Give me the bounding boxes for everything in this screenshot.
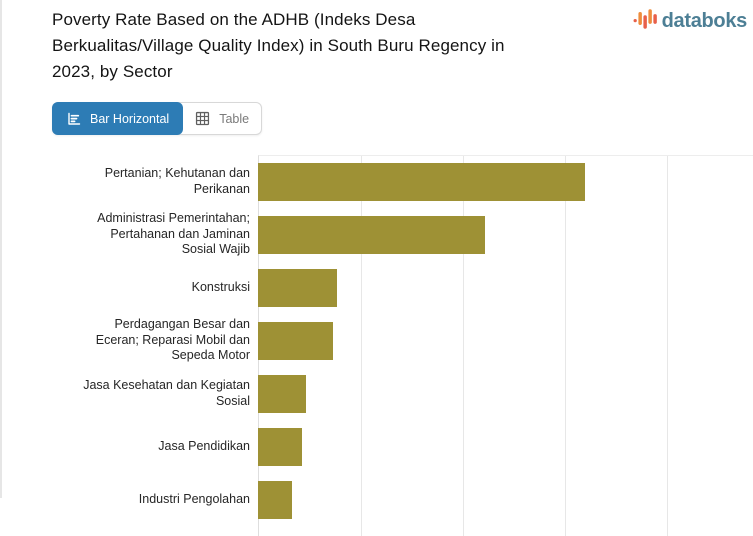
bar-2[interactable] (258, 268, 338, 307)
bar-track (258, 268, 753, 307)
gridline (667, 156, 668, 536)
chart-row: Jasa Kesehatan dan Kegiatan Sosial (0, 367, 753, 420)
bar-track (258, 321, 753, 360)
category-label: Administrasi Pemerintahan; Pertahanan da… (97, 211, 250, 257)
bar-4[interactable] (258, 374, 306, 413)
tab-label: Bar Horizontal (90, 111, 170, 126)
chart-row: Administrasi Pemerintahan; Pertahanan da… (0, 208, 753, 261)
category-label: Pertanian; Kehutanan dan Perikanan (104, 166, 250, 196)
tab-table[interactable]: Table (182, 103, 261, 134)
databoks-logo-icon (633, 7, 659, 36)
category-label: Jasa Kesehatan dan Kegiatan Sosial (83, 378, 250, 408)
tab-bar-horizontal[interactable]: Bar Horizontal (52, 102, 184, 135)
bar-track (258, 427, 753, 466)
tab-label: Table (219, 111, 250, 126)
chart-row: Perdagangan Besar dan Eceran; Reparasi M… (0, 314, 753, 367)
chart-row: Industri Pengolahan (0, 473, 753, 526)
card-left-border (0, 0, 2, 498)
category-label: Industri Pengolahan (138, 491, 250, 506)
chart-rows: Pertanian; Kehutanan dan Perikanan Admini… (0, 155, 753, 526)
bar-1[interactable] (258, 215, 486, 254)
chart-row: Konstruksi (0, 261, 753, 314)
bar-0[interactable] (258, 162, 586, 201)
view-switcher: Bar Horizontal Table (52, 102, 263, 135)
category-label: Konstruksi (191, 279, 250, 294)
bar-3[interactable] (258, 321, 334, 360)
table-icon (194, 110, 211, 127)
bar-6[interactable] (258, 480, 293, 519)
databoks-logo-text: databoks (661, 10, 748, 32)
gridline (463, 156, 464, 536)
bar-track (258, 480, 753, 519)
bar-5[interactable] (258, 427, 303, 466)
bar-horizontal-chart-icon (66, 111, 82, 127)
chart-row: Jasa Pendidikan (0, 420, 753, 473)
databoks-logo[interactable]: databoks (633, 7, 747, 36)
category-label: Perdagangan Besar dan Eceran; Reparasi M… (95, 317, 250, 363)
category-label: Jasa Pendidikan (158, 438, 250, 453)
horizontal-bar-chart: Pertanian; Kehutanan dan Perikanan Admini… (0, 155, 753, 536)
bar-track (258, 374, 753, 413)
chart-row: Pertanian; Kehutanan dan Perikanan (0, 155, 753, 208)
chart-title: Poverty Rate Based on the ADHB (Indeks D… (52, 10, 505, 81)
bar-track (258, 162, 753, 201)
gridline (361, 156, 362, 536)
gridline (565, 156, 566, 536)
bar-track (258, 215, 753, 254)
